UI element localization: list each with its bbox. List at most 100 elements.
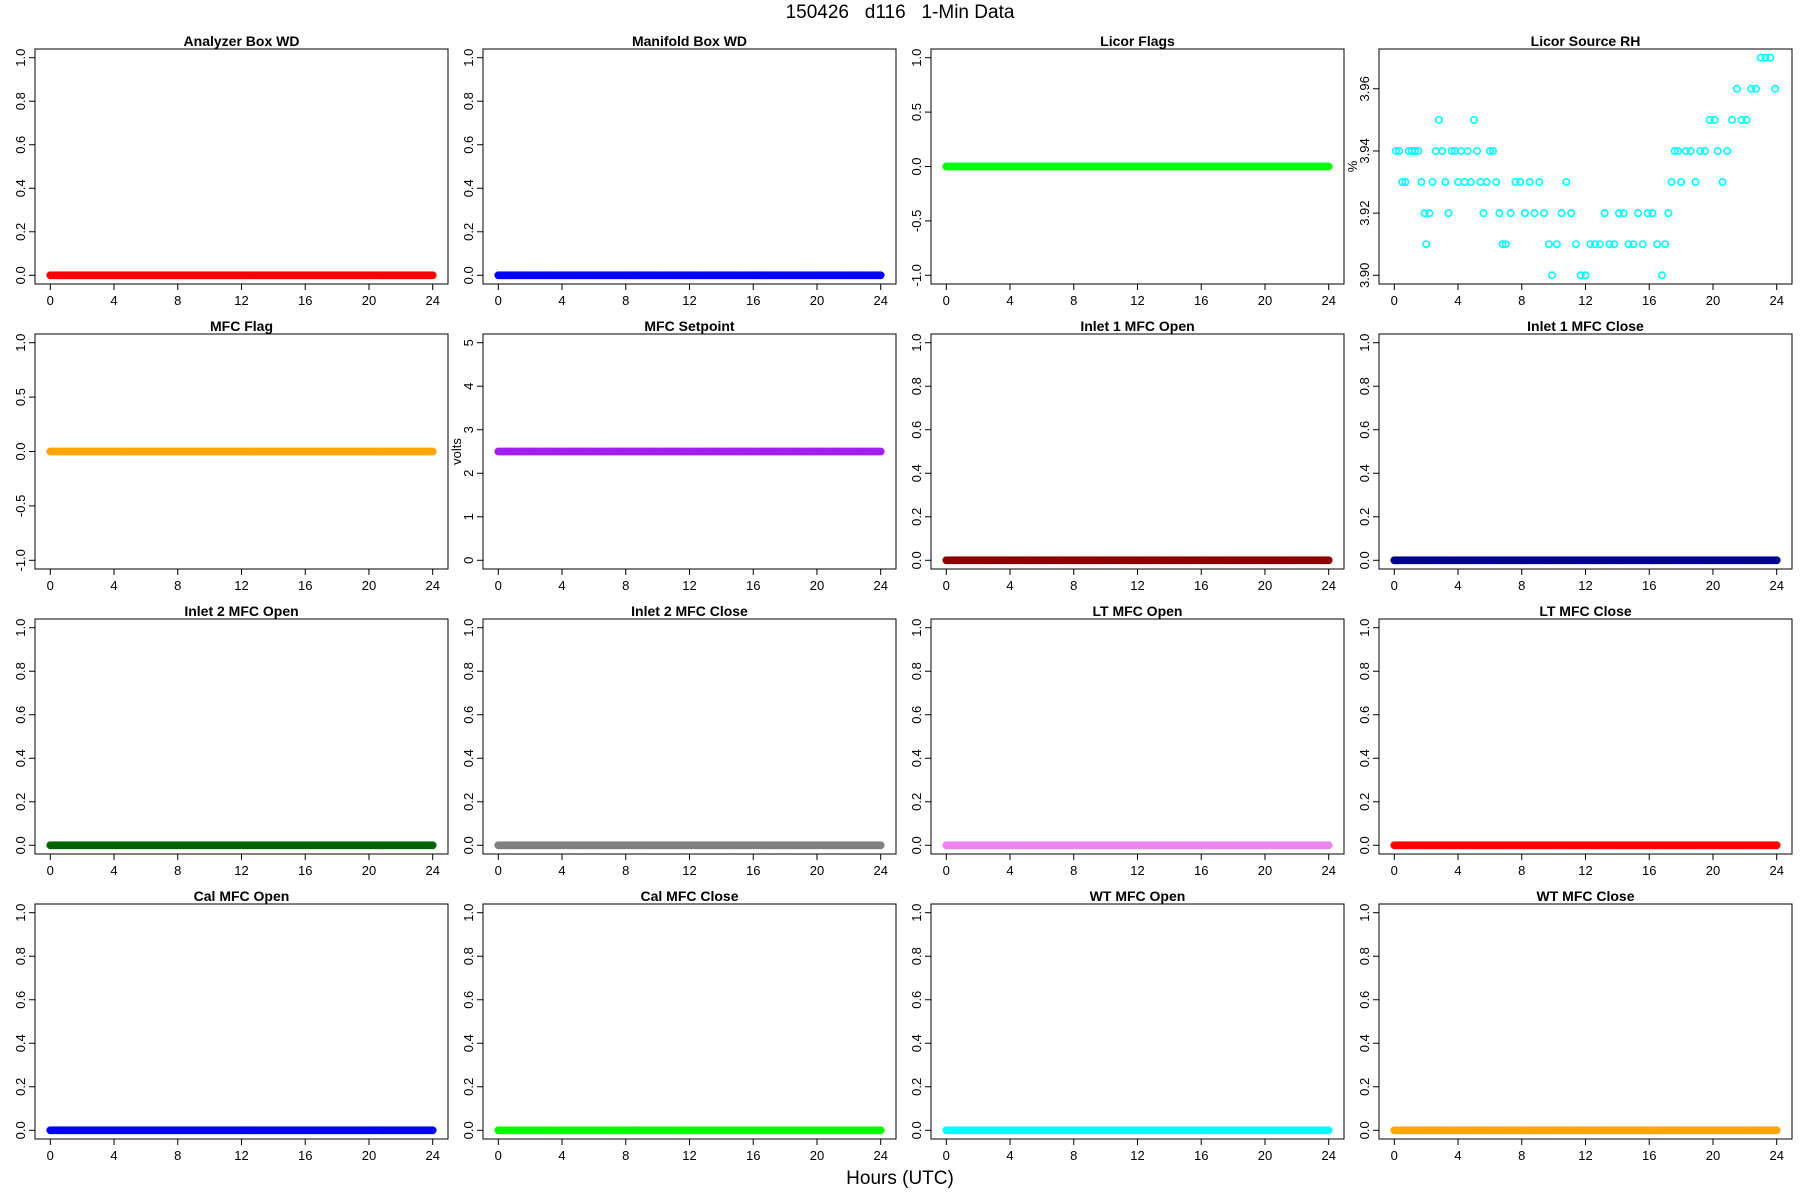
data-point [1696,146,1705,155]
y-tick-label: 1.0 [13,334,28,352]
data-point [1701,146,1710,155]
y-tick-label: 0.6 [461,991,476,1009]
x-tick-label: 24 [873,1148,887,1163]
x-tick-label: 12 [1578,578,1592,593]
plot-frame [482,618,897,855]
x-tick-label: 4 [1454,578,1461,593]
y-tick-label: -1.0 [909,264,924,286]
panel-8: Inlet 1 MFC Close 0 4 8 12 16 20 24 0.0 0.2 0.4 0.6… [1357,318,1793,593]
x-tick-label: 20 [362,293,376,308]
y-tick-label: 0.8 [461,92,476,110]
data-point [1629,240,1638,249]
x-tick-label: 12 [1130,293,1144,308]
x-tick-label: 12 [1130,863,1144,878]
data-point [1441,178,1450,187]
data-point [1610,240,1619,249]
y-tick-label: 1.0 [1357,619,1372,637]
data-point [1489,146,1498,155]
data-point [1605,240,1614,249]
x-tick-label: 12 [682,1148,696,1163]
x-axis-label: Hours (UTC) [846,1168,954,1189]
y-tick-label: 0.6 [13,706,28,724]
x-tick-label: 8 [174,293,181,308]
y-tick-label: 0.8 [1357,662,1372,680]
data-point [1417,178,1426,187]
x-tick-label: 4 [1006,293,1013,308]
data-point [1457,146,1466,155]
data-point [1544,240,1553,249]
y-tick-label: 0.2 [461,223,476,241]
data-point [1664,209,1673,218]
data-point [1756,53,1765,62]
data-point [1495,209,1504,218]
panel-title: Cal MFC Open [194,888,290,904]
y-tick-label: -0.5 [909,210,924,232]
x-tick-label: 12 [682,578,696,593]
y-tick-label: 0.8 [909,377,924,395]
y-tick-label: 0.5 [13,388,28,406]
panel-title: Inlet 1 MFC Close [1527,318,1644,334]
x-tick-label: 0 [1391,863,1398,878]
data-point [1557,209,1566,218]
x-tick-label: 16 [746,578,760,593]
x-tick-label: 12 [1578,1148,1592,1163]
x-tick-label: 16 [1194,1148,1208,1163]
y-tick-label: 3.94 [1357,138,1372,163]
y-tick-label: 0.6 [909,421,924,439]
data-point [1772,1126,1781,1135]
plot-frame [1378,903,1793,1140]
x-tick-label: 20 [1706,293,1720,308]
data-point [1501,240,1510,249]
y-tick-label: 0.4 [1357,464,1372,482]
x-tick-label: 4 [558,1148,565,1163]
x-tick-label: 16 [298,863,312,878]
data-point [1766,53,1775,62]
panel-15: WT MFC Open 0 4 8 12 16 20 24 0.0 0.2 0.4 0.6 0.8 1.0 [909,888,1345,1163]
x-tick-label: 16 [298,1148,312,1163]
data-point [1479,209,1488,218]
x-tick-label: 16 [1642,1148,1656,1163]
x-tick-label: 0 [943,1148,950,1163]
y-tick-label: 4 [461,383,476,390]
x-tick-label: 8 [174,578,181,593]
y-tick-label: 0.6 [1357,421,1372,439]
y-tick-label: 0.4 [1357,749,1372,767]
x-tick-label: 24 [1321,1148,1335,1163]
x-tick-label: 24 [873,293,887,308]
y-tick-label: 3.96 [1357,76,1372,101]
data-point [876,841,885,850]
panel-title: Manifold Box WD [632,33,747,49]
y-tick-label: 1.0 [909,904,924,922]
panel-title: MFC Flag [210,318,273,334]
panel-12: LT MFC Close 0 4 8 12 16 20 24 0.0 0.2 0.4 0.6 0.8 1.… [1357,603,1793,878]
data-point [1614,209,1623,218]
x-tick-label: 8 [1070,863,1077,878]
y-tick-label: 0.8 [13,662,28,680]
x-tick-label: 0 [1391,293,1398,308]
data-point [1463,146,1472,155]
x-tick-label: 0 [495,293,502,308]
y-tick-label: 0.0 [909,1121,924,1139]
y-tick-label: 0.6 [1357,991,1372,1009]
plot-frame [930,903,1345,1140]
data-point [1619,209,1628,218]
data-point [1677,178,1686,187]
x-tick-label: 0 [47,578,54,593]
data-point [1567,209,1576,218]
data-point [1772,841,1781,850]
y-tick-label: 0.2 [461,1078,476,1096]
data-point [1511,178,1520,187]
data-point [1401,178,1410,187]
x-tick-label: 20 [810,863,824,878]
x-tick-label: 16 [298,293,312,308]
y-tick-label: 0.4 [13,749,28,767]
y-tick-label: -0.5 [13,495,28,517]
data-point [1420,209,1429,218]
x-tick-label: 8 [1518,293,1525,308]
y-tick-label: -1.0 [13,549,28,571]
plot-frame [34,903,449,1140]
y-tick-label: 0.0 [909,551,924,569]
data-point [1686,146,1695,155]
x-tick-label: 24 [873,863,887,878]
